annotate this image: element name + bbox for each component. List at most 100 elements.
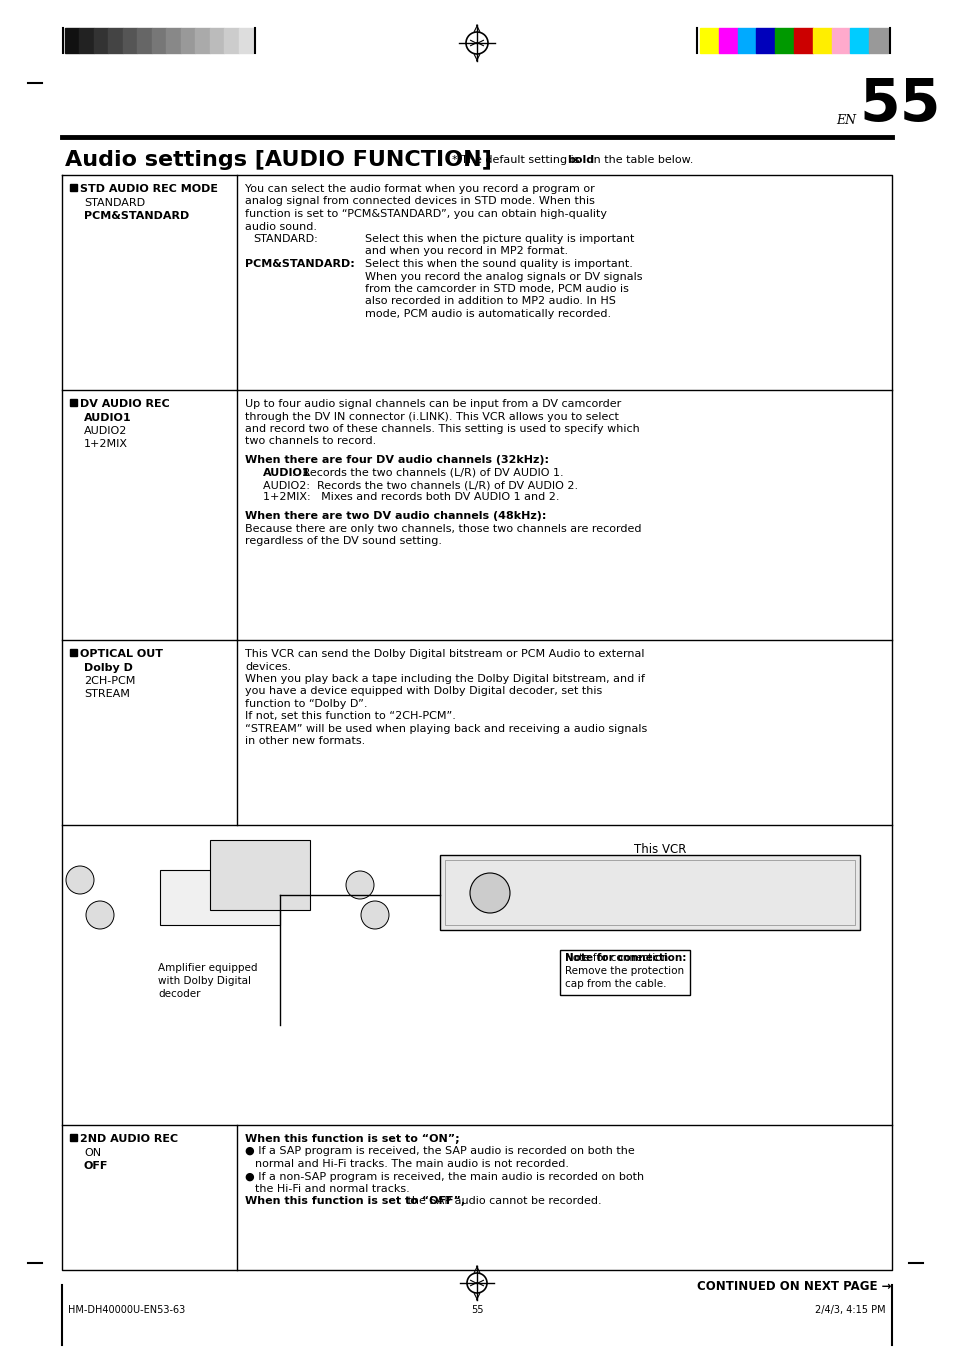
Bar <box>195 28 210 53</box>
Text: Note for connection:
Remove the protection
cap from the cable.: Note for connection: Remove the protecti… <box>564 952 683 989</box>
Text: When there are two DV audio channels (48kHz):: When there are two DV audio channels (48… <box>245 511 546 521</box>
Text: AUDIO2:  Records the two channels (L/R) of DV AUDIO 2.: AUDIO2: Records the two channels (L/R) o… <box>263 480 578 490</box>
Bar <box>79 28 93 53</box>
Text: mode, PCM audio is automatically recorded.: mode, PCM audio is automatically recorde… <box>365 309 611 319</box>
Text: ON: ON <box>84 1148 101 1158</box>
Bar <box>775 28 793 53</box>
Text: 2CH-PCM: 2CH-PCM <box>84 676 135 686</box>
Text: STANDARD: STANDARD <box>84 199 145 208</box>
Text: analog signal from connected devices in STD mode. When this: analog signal from connected devices in … <box>245 196 595 207</box>
Bar <box>793 28 812 53</box>
Bar <box>123 28 137 53</box>
Text: function to “Dolby D”.: function to “Dolby D”. <box>245 698 367 709</box>
Text: When this function is set to “ON”;: When this function is set to “ON”; <box>245 1133 459 1144</box>
Text: 55: 55 <box>470 1305 483 1315</box>
Circle shape <box>470 873 510 913</box>
Bar <box>559 950 689 994</box>
Text: devices.: devices. <box>245 662 291 671</box>
Text: 1+2MIX: 1+2MIX <box>84 439 128 449</box>
Text: AUDIO1: AUDIO1 <box>84 413 132 423</box>
Text: you have a device equipped with Dolby Digital decoder, set this: you have a device equipped with Dolby Di… <box>245 686 601 697</box>
Circle shape <box>86 901 113 929</box>
Text: ● If a non-SAP program is received, the main audio is recorded on both: ● If a non-SAP program is received, the … <box>245 1171 643 1182</box>
Text: STREAM: STREAM <box>84 689 130 698</box>
Bar <box>224 28 238 53</box>
Bar <box>444 861 854 925</box>
Bar <box>65 28 79 53</box>
Text: 2/4/3, 4:15 PM: 2/4/3, 4:15 PM <box>815 1305 885 1315</box>
Bar <box>152 28 166 53</box>
Text: This VCR: This VCR <box>633 843 685 857</box>
Bar <box>868 28 887 53</box>
Text: OPTICAL OUT: OPTICAL OUT <box>80 648 163 659</box>
Text: and when you record in MP2 format.: and when you record in MP2 format. <box>365 246 568 257</box>
Text: “STREAM” will be used when playing back and receiving a audio signals: “STREAM” will be used when playing back … <box>245 724 646 734</box>
Text: Because there are only two channels, those two channels are recorded: Because there are only two channels, tho… <box>245 523 640 534</box>
Text: bold: bold <box>566 155 594 165</box>
Text: STANDARD:: STANDARD: <box>253 234 317 245</box>
Text: the Hi-Fi and normal tracks.: the Hi-Fi and normal tracks. <box>254 1183 410 1194</box>
Bar <box>718 28 737 53</box>
Text: regardless of the DV sound setting.: regardless of the DV sound setting. <box>245 536 441 546</box>
Text: Dolby D: Dolby D <box>84 663 132 673</box>
Bar <box>180 28 195 53</box>
Text: Amplifier equipped
with Dolby Digital
decoder: Amplifier equipped with Dolby Digital de… <box>158 963 257 1000</box>
Text: in the table below.: in the table below. <box>586 155 693 165</box>
Bar <box>160 870 280 925</box>
Text: in other new formats.: in other new formats. <box>245 736 365 747</box>
Bar <box>210 28 224 53</box>
Bar <box>756 28 775 53</box>
Bar <box>70 648 77 657</box>
Text: When you play back a tape including the Dolby Digital bitstream, and if: When you play back a tape including the … <box>245 674 644 684</box>
Circle shape <box>66 866 94 894</box>
Text: AUDIO2: AUDIO2 <box>84 426 128 436</box>
Text: function is set to “PCM&STANDARD”, you can obtain high-quality: function is set to “PCM&STANDARD”, you c… <box>245 209 606 219</box>
Text: also recorded in addition to MP2 audio. In HS: also recorded in addition to MP2 audio. … <box>365 296 616 307</box>
Text: * The default setting is: * The default setting is <box>452 155 582 165</box>
Bar <box>737 28 756 53</box>
Bar <box>238 28 253 53</box>
Bar <box>166 28 180 53</box>
Text: :  Records the two channels (L/R) of DV AUDIO 1.: : Records the two channels (L/R) of DV A… <box>292 467 563 477</box>
Text: HM-DH40000U-EN53-63: HM-DH40000U-EN53-63 <box>68 1305 185 1315</box>
Text: PCM&STANDARD: PCM&STANDARD <box>84 211 189 222</box>
Text: the SAP audio cannot be recorded.: the SAP audio cannot be recorded. <box>404 1197 601 1206</box>
Bar <box>831 28 849 53</box>
Text: ● If a SAP program is received, the SAP audio is recorded on both the: ● If a SAP program is received, the SAP … <box>245 1147 634 1156</box>
Text: STD AUDIO REC MODE: STD AUDIO REC MODE <box>80 184 218 195</box>
Text: 1+2MIX:   Mixes and records both DV AUDIO 1 and 2.: 1+2MIX: Mixes and records both DV AUDIO … <box>263 493 558 503</box>
Text: You can select the audio format when you record a program or: You can select the audio format when you… <box>245 184 594 195</box>
Text: CONTINUED ON NEXT PAGE →: CONTINUED ON NEXT PAGE → <box>697 1279 891 1293</box>
Circle shape <box>346 871 374 898</box>
Text: Select this when the sound quality is important.: Select this when the sound quality is im… <box>365 259 632 269</box>
Text: and record two of these channels. This setting is used to specify which: and record two of these channels. This s… <box>245 424 639 434</box>
Text: PCM&STANDARD:: PCM&STANDARD: <box>245 259 355 269</box>
Text: This VCR can send the Dolby Digital bitstream or PCM Audio to external: This VCR can send the Dolby Digital bits… <box>245 648 644 659</box>
Text: AUDIO1: AUDIO1 <box>263 467 311 477</box>
Bar <box>700 28 718 53</box>
Bar <box>70 184 77 190</box>
Text: from the camcorder in STD mode, PCM audio is: from the camcorder in STD mode, PCM audi… <box>365 284 628 295</box>
Text: When this function is set to “OFF”,: When this function is set to “OFF”, <box>245 1197 465 1206</box>
Text: DV AUDIO REC: DV AUDIO REC <box>80 399 170 409</box>
Text: Audio settings [AUDIO FUNCTION]: Audio settings [AUDIO FUNCTION] <box>65 150 492 170</box>
Bar <box>849 28 868 53</box>
Text: If not, set this function to “2CH-PCM”.: If not, set this function to “2CH-PCM”. <box>245 712 456 721</box>
Text: two channels to record.: two channels to record. <box>245 436 375 446</box>
Text: Up to four audio signal channels can be input from a DV camcorder: Up to four audio signal channels can be … <box>245 399 620 409</box>
Circle shape <box>360 901 389 929</box>
Bar <box>70 399 77 407</box>
Text: Note for connection:: Note for connection: <box>564 952 685 963</box>
Text: 55: 55 <box>859 76 940 132</box>
Text: When you record the analog signals or DV signals: When you record the analog signals or DV… <box>365 272 641 281</box>
Text: Select this when the picture quality is important: Select this when the picture quality is … <box>365 234 634 245</box>
Text: normal and Hi-Fi tracks. The main audio is not recorded.: normal and Hi-Fi tracks. The main audio … <box>254 1159 568 1169</box>
Text: audio sound.: audio sound. <box>245 222 316 231</box>
Text: OFF: OFF <box>84 1161 109 1171</box>
Bar <box>109 28 123 53</box>
Text: through the DV IN connector (i.LINK). This VCR allows you to select: through the DV IN connector (i.LINK). Th… <box>245 412 618 422</box>
Text: EN: EN <box>835 113 855 127</box>
Bar <box>93 28 109 53</box>
Bar <box>137 28 152 53</box>
Text: 2ND AUDIO REC: 2ND AUDIO REC <box>80 1133 178 1144</box>
